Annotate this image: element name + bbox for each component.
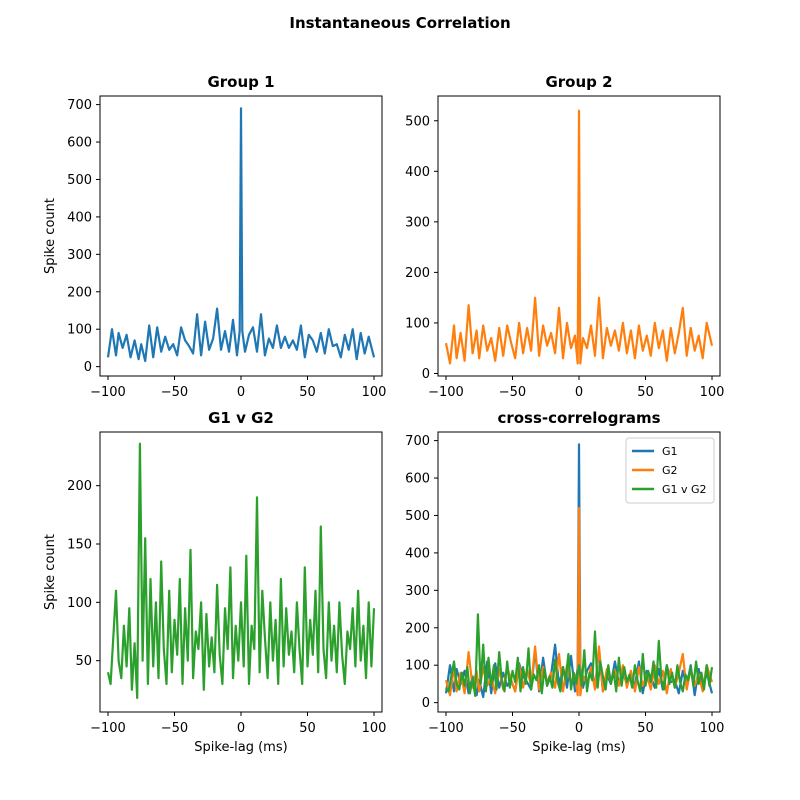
- panel-title: G1 v G2: [208, 409, 274, 427]
- series-line-g2: [444, 109, 714, 365]
- y-tick-label: 400: [405, 165, 430, 180]
- y-tick-label: 200: [67, 479, 92, 494]
- y-tick-label: 600: [405, 472, 430, 487]
- y-tick-label: 300: [67, 248, 92, 263]
- y-tick-label: 500: [405, 114, 430, 129]
- x-tick-label: 100: [362, 721, 387, 736]
- panel-1: −100 −50 0 50 100 0 100 200 300 400 500 600 700 Group…: [43, 73, 386, 400]
- legend-entry: G2: [662, 464, 678, 477]
- x-tick-label: −100: [428, 385, 464, 400]
- x-tick-label: −100: [90, 721, 126, 736]
- figure-suptitle: Instantaneous Correlation: [289, 14, 510, 32]
- legend-entry: G1: [662, 445, 678, 458]
- y-tick-label: 100: [405, 316, 430, 331]
- panels: −100 −50 0 50 1000100200300400500600700Group…: [43, 73, 724, 755]
- y-axis-label: Spike count: [43, 534, 58, 610]
- y-tick-label: 200: [405, 266, 430, 281]
- legend-box: [625, 437, 715, 504]
- panel-title: cross-correlograms: [497, 409, 660, 427]
- y-tick-label: 700: [405, 434, 430, 449]
- x-tick-label: −50: [499, 721, 526, 736]
- x-tick-label: 100: [700, 721, 725, 736]
- x-tick-label: −100: [428, 721, 464, 736]
- x-tick-label: 0: [237, 385, 245, 400]
- x-tick-label: 100: [700, 385, 725, 400]
- x-tick-label: 50: [299, 721, 316, 736]
- panel-4: −100 −50 0 50 100 0 100 200 300 400 500 600 700 cross…: [405, 409, 724, 755]
- y-tick-label: 0: [422, 367, 430, 382]
- x-tick-label: 0: [237, 721, 245, 736]
- x-tick-label: 50: [637, 721, 654, 736]
- y-tick-label: 600: [67, 136, 92, 151]
- legend-entry: G1 v G2: [662, 483, 707, 496]
- panel-2: −100 −50 0 50 100 0 100 200 300 400 500 Group 2: [405, 73, 724, 400]
- x-tick-label: −50: [499, 385, 526, 400]
- y-tick-label: 50: [75, 654, 92, 669]
- x-tick-label: −100: [90, 385, 126, 400]
- y-axis-label: Spike count: [43, 198, 58, 274]
- panel-title: Group 1: [207, 73, 274, 91]
- y-tick-label: 300: [405, 215, 430, 230]
- y-tick-label: 0: [84, 360, 92, 375]
- x-tick-label: −50: [161, 385, 188, 400]
- x-axis-label: Spike-lag (ms): [532, 740, 625, 755]
- y-tick-label: 500: [405, 509, 430, 524]
- y-tick-label: 300: [405, 584, 430, 599]
- y-tick-label: 500: [67, 173, 92, 188]
- x-axis-label: Spike-lag (ms): [194, 740, 287, 755]
- panel-3: −100 −50 0 50 100 50 100 150 200 G1 v G2 Spike-lag…: [43, 409, 386, 755]
- x-tick-label: 100: [362, 385, 387, 400]
- y-tick-label: 150: [67, 538, 92, 553]
- series-line-g1-v-g2: [106, 442, 376, 700]
- y-tick-label: 100: [67, 323, 92, 338]
- y-tick-label: 200: [67, 285, 92, 300]
- y-tick-label: 400: [67, 210, 92, 225]
- x-tick-label: 50: [637, 385, 654, 400]
- x-tick-label: −50: [161, 721, 188, 736]
- legend: G1 G2 G1 v G2: [625, 437, 715, 504]
- y-tick-label: 700: [67, 98, 92, 113]
- y-tick-label: 400: [405, 546, 430, 561]
- x-tick-label: 0: [575, 721, 583, 736]
- y-tick-label: 200: [405, 621, 430, 636]
- series-line-g1: [106, 107, 376, 363]
- x-tick-label: 0: [575, 385, 583, 400]
- panel-title: Group 2: [545, 73, 612, 91]
- y-tick-label: 0: [422, 696, 430, 711]
- x-tick-label: 50: [299, 385, 316, 400]
- series-line-g1-v-g2: [445, 613, 714, 697]
- y-tick-label: 100: [405, 659, 430, 674]
- y-tick-label: 100: [67, 596, 92, 611]
